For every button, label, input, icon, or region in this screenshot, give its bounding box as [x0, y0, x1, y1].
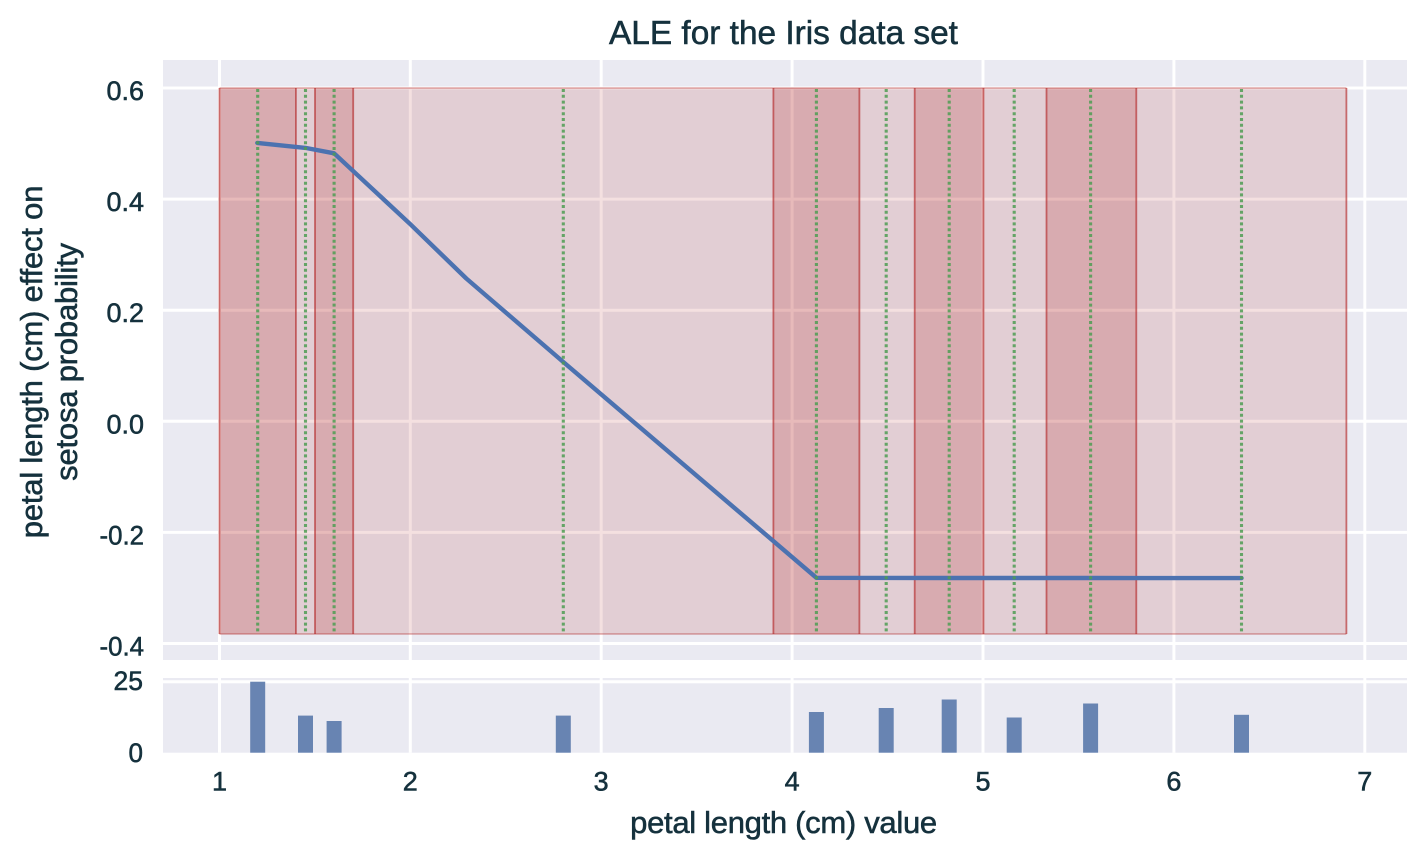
- svg-text:0.0: 0.0: [107, 409, 145, 439]
- svg-text:0.6: 0.6: [107, 76, 145, 106]
- svg-text:0: 0: [129, 738, 144, 768]
- svg-text:25: 25: [114, 666, 144, 696]
- svg-text:ALE for the Iris data set: ALE for the Iris data set: [609, 15, 959, 52]
- svg-text:1: 1: [212, 766, 227, 796]
- svg-text:petal length (cm) effect on: petal length (cm) effect on: [14, 186, 49, 538]
- svg-text:petal length (cm) value: petal length (cm) value: [630, 805, 937, 840]
- svg-text:-0.4: -0.4: [100, 632, 145, 662]
- svg-text:4: 4: [785, 766, 800, 796]
- svg-text:0.4: 0.4: [107, 187, 145, 217]
- svg-text:6: 6: [1166, 766, 1181, 796]
- svg-text:7: 7: [1357, 766, 1372, 796]
- svg-text:2: 2: [403, 766, 418, 796]
- svg-text:0.2: 0.2: [107, 298, 145, 328]
- svg-text:5: 5: [975, 766, 990, 796]
- svg-text:-0.2: -0.2: [100, 520, 145, 550]
- svg-text:3: 3: [594, 766, 609, 796]
- svg-text:setosa probability: setosa probability: [49, 242, 84, 480]
